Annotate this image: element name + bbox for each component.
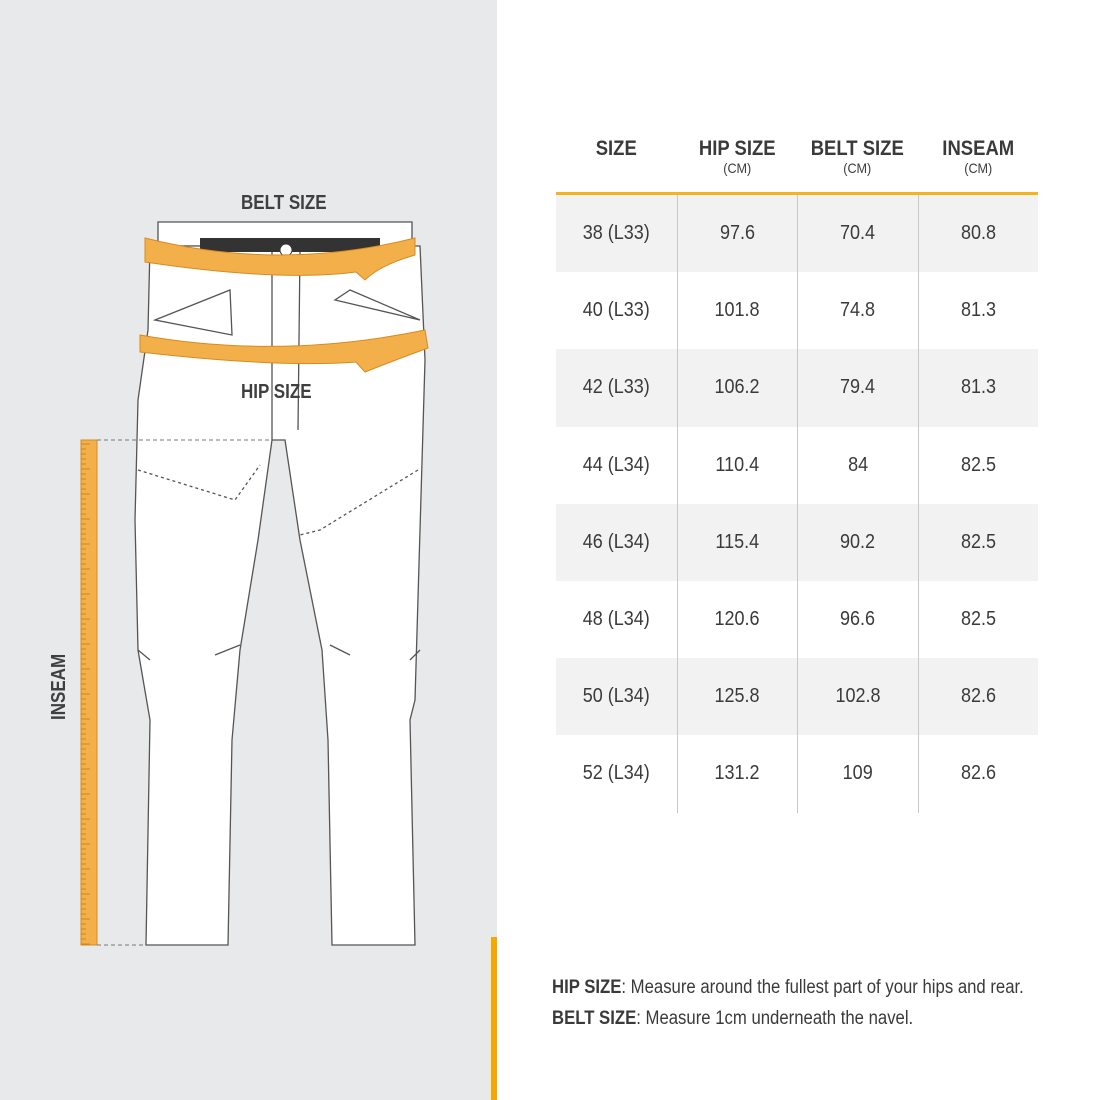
hip-size-cell: 101.8: [676, 272, 798, 350]
inseam-cell: 82.6: [917, 735, 1039, 813]
inseam-label: INSEAM: [48, 653, 70, 720]
hip-size-cell: 115.4: [676, 503, 798, 581]
size-cell: 38 (L33): [582, 222, 650, 245]
table-row: 44 (L34) 110.4 84 82.5: [556, 426, 1039, 504]
table-row: 50 (L34) 125.8 102.8 82.6: [556, 658, 1039, 736]
size-cell: 40 (L33): [582, 299, 650, 322]
inseam-cell: 82.5: [917, 426, 1039, 504]
note-belt: BELT SIZE: Measure 1cm underneath the na…: [552, 1008, 914, 1029]
size-cell: 48 (L34): [582, 608, 650, 631]
size-cell: 42 (L33): [582, 376, 650, 399]
belt-size-cell: 70.4: [797, 195, 918, 273]
table-row: 40 (L33) 101.8 74.8 81.3: [556, 272, 1039, 350]
inseam-cell: 82.5: [917, 580, 1039, 659]
inseam-cell: 80.8: [917, 195, 1039, 273]
hip-size-cell: 120.6: [676, 580, 798, 659]
hip-tape: [139, 329, 429, 373]
hip-size-cell: 106.2: [676, 349, 798, 427]
size-cell: 46 (L34): [582, 530, 650, 553]
table-row: 38 (L33) 97.6 70.4 80.8: [556, 195, 1039, 273]
table-row: 42 (L33) 106.2 79.4 81.3: [556, 349, 1039, 427]
hip-size-cell: 97.6: [676, 195, 798, 273]
measurement-notes: HIP SIZE: Measure around the fullest par…: [552, 972, 1088, 1034]
belt-size-cell: 96.6: [797, 580, 918, 659]
hip-size-cell: 131.2: [676, 735, 798, 813]
belt-size-cell: 84: [797, 426, 918, 504]
size-cell: 50 (L34): [582, 685, 650, 708]
size-table: SIZE HIP SIZE (CM) BELT SIZE (CM) INSEAM (C…: [556, 138, 1038, 813]
hip-size-label: HIP SIZE: [241, 381, 312, 403]
header-inseam: INSEAM (CM): [941, 137, 1014, 176]
belt-size-cell: 79.4: [797, 349, 918, 427]
hip-size-cell: 110.4: [676, 426, 798, 504]
accent-bar: [491, 937, 497, 1100]
belt-size-cell: 109: [797, 735, 918, 813]
pants-outline: [134, 221, 426, 946]
belt-buckle-icon: [200, 238, 380, 257]
size-cell: 52 (L34): [582, 762, 650, 785]
table-row: 48 (L34) 120.6 96.6 82.5: [556, 580, 1039, 659]
belt-tape: [144, 237, 416, 281]
size-cell: 44 (L34): [582, 453, 650, 476]
belt-size-cell: 74.8: [797, 272, 918, 350]
inseam-cell: 81.3: [917, 272, 1039, 350]
note-hip: HIP SIZE: Measure around the fullest par…: [552, 977, 1024, 998]
belt-size-label: BELT SIZE: [241, 192, 327, 214]
header-size: SIZE: [595, 137, 637, 160]
pants-illustration: [80, 221, 429, 946]
table-row: 52 (L34) 131.2 109 82.6: [556, 735, 1039, 813]
hip-size-cell: 125.8: [676, 658, 798, 736]
table-row: 46 (L34) 115.4 90.2 82.5: [556, 503, 1039, 581]
table-header: SIZE HIP SIZE (CM) BELT SIZE (CM) INSEAM (C…: [556, 138, 1038, 195]
inseam-cell: 81.3: [917, 349, 1039, 427]
belt-size-cell: 90.2: [797, 503, 918, 581]
header-hip-size: HIP SIZE (CM): [698, 137, 776, 176]
inseam-cell: 82.5: [917, 503, 1039, 581]
header-belt-size: BELT SIZE (CM): [810, 137, 904, 176]
belt-size-cell: 102.8: [797, 658, 918, 736]
inseam-cell: 82.6: [917, 658, 1039, 736]
